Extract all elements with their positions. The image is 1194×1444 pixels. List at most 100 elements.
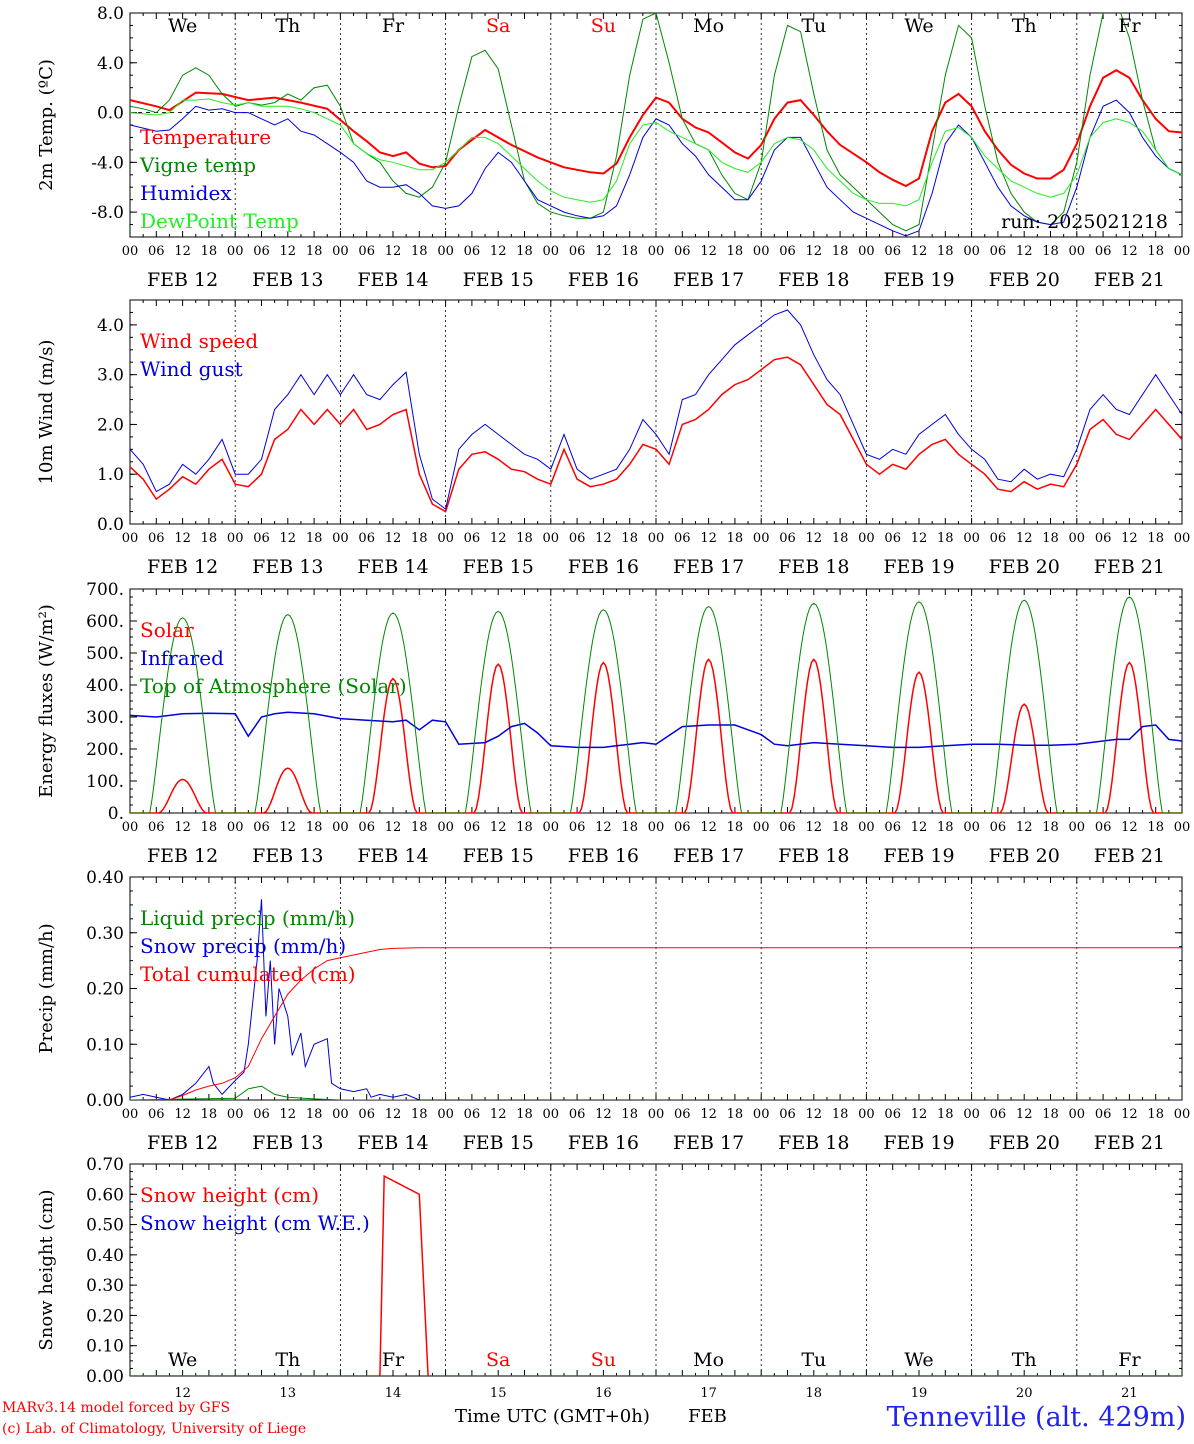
panel-energy: 700. 600. 500. 400. 300. 200. 100. 0. Energy flu… bbox=[36, 580, 1190, 867]
y-tick-label: 0.0 bbox=[97, 515, 124, 535]
hour-tick-label: 06 bbox=[148, 531, 165, 546]
date-label: FEB 19 bbox=[883, 269, 954, 291]
copyright-credit: (c) Lab. of Climatology, University of L… bbox=[2, 1421, 307, 1437]
hour-tick-label: 18 bbox=[621, 1107, 638, 1122]
date-label: FEB 15 bbox=[463, 845, 534, 867]
date-label: FEB 20 bbox=[989, 269, 1060, 291]
hour-tick-label: 06 bbox=[253, 244, 270, 259]
hour-tick-label: 12 bbox=[911, 1107, 928, 1122]
date-label: FEB 16 bbox=[568, 1132, 639, 1154]
y-tick-label: 0.10 bbox=[86, 1337, 124, 1357]
y-tick-label: 0.30 bbox=[86, 924, 124, 944]
month-label: FEB bbox=[688, 1406, 727, 1427]
hour-tick-label: 00 bbox=[1174, 244, 1191, 259]
hour-tick-label: 18 bbox=[516, 244, 533, 259]
date-label: FEB 13 bbox=[252, 269, 323, 291]
y-tick-label: 8.0 bbox=[97, 4, 124, 24]
y-tick-label: 0.00 bbox=[86, 1367, 124, 1387]
hour-tick-label: 18 bbox=[306, 820, 323, 835]
hour-tick-label: 18 bbox=[306, 244, 323, 259]
day-number-label: 17 bbox=[700, 1386, 717, 1401]
hour-tick-label: 18 bbox=[201, 531, 218, 546]
date-label: FEB 20 bbox=[989, 1132, 1060, 1154]
hour-tick-label: 00 bbox=[122, 1107, 139, 1122]
y-tick-label: -8.0 bbox=[91, 203, 124, 223]
legend-entry: Top of Atmosphere (Solar) bbox=[140, 674, 407, 698]
series-line-humidex bbox=[130, 99, 1182, 237]
date-label: FEB 19 bbox=[883, 556, 954, 578]
hour-tick-label: 12 bbox=[280, 1107, 297, 1122]
run-annotation: run: 2025021218 bbox=[1001, 211, 1168, 233]
hour-tick-label: 12 bbox=[1121, 820, 1138, 835]
hour-tick-label: 12 bbox=[385, 820, 402, 835]
panel-precip: 0.40 0.30 0.20 0.10 0.00 Precip (mm/h) Liquid … bbox=[36, 868, 1190, 1154]
hour-tick-label: 06 bbox=[569, 531, 586, 546]
hour-tick-label: 12 bbox=[806, 531, 823, 546]
date-label: FEB 21 bbox=[1094, 1132, 1165, 1154]
series-group bbox=[130, 13, 1182, 237]
series-line-solar bbox=[130, 658, 1182, 813]
weekday-label: We bbox=[904, 1349, 933, 1371]
hour-tick-label: 06 bbox=[358, 244, 375, 259]
hour-tick-label: 00 bbox=[332, 820, 349, 835]
hour-tick-label: 06 bbox=[253, 820, 270, 835]
y-tick-label: 600. bbox=[86, 612, 124, 632]
hour-tick-label: 12 bbox=[1016, 1107, 1033, 1122]
hour-tick-label: 12 bbox=[490, 244, 507, 259]
y-tick-label: 4.0 bbox=[97, 316, 124, 336]
hour-tick-label: 06 bbox=[358, 1107, 375, 1122]
hour-tick-label: 00 bbox=[332, 244, 349, 259]
hour-tick-label: 18 bbox=[727, 820, 744, 835]
hour-tick-label: 18 bbox=[832, 1107, 849, 1122]
hour-tick-label: 06 bbox=[464, 1107, 481, 1122]
hour-tick-label: 06 bbox=[464, 531, 481, 546]
hour-tick-label: 06 bbox=[779, 531, 796, 546]
y-tick-label: 0.60 bbox=[86, 1185, 124, 1205]
y-tick-label: 0.0 bbox=[97, 104, 124, 124]
hour-tick-label: 12 bbox=[595, 531, 612, 546]
weekday-label: Th bbox=[275, 1349, 300, 1371]
hour-tick-label: 06 bbox=[148, 820, 165, 835]
hour-tick-label: 00 bbox=[122, 244, 139, 259]
weekday-label: Tu bbox=[801, 1349, 826, 1371]
hour-tick-label: 18 bbox=[411, 531, 428, 546]
hour-tick-label: 06 bbox=[779, 1107, 796, 1122]
hour-tick-label: 12 bbox=[174, 820, 191, 835]
weekday-label: Fr bbox=[1118, 1349, 1141, 1371]
hour-tick-label: 00 bbox=[858, 244, 875, 259]
hour-tick-label: 18 bbox=[201, 820, 218, 835]
date-label: FEB 13 bbox=[252, 1132, 323, 1154]
legend-entry: Temperature bbox=[140, 125, 271, 149]
legend-entry: Vigne temp bbox=[139, 153, 256, 177]
hour-tick-label: 00 bbox=[753, 531, 770, 546]
weekday-label: Th bbox=[1012, 15, 1037, 37]
hour-tick-label: 00 bbox=[648, 244, 665, 259]
y-tick-label: 0.50 bbox=[86, 1216, 124, 1236]
y-tick-label: 200. bbox=[86, 740, 124, 760]
weekday-label: We bbox=[168, 1349, 197, 1371]
hour-tick-label: 18 bbox=[832, 531, 849, 546]
y-tick-label: -4.0 bbox=[91, 153, 124, 173]
series-line-top-of-atmosphere-solar- bbox=[130, 596, 1182, 813]
panel-wind: 4.0 3.0 2.0 1.0 0.0 10m Wind (m/s) Wind speed W… bbox=[36, 299, 1190, 578]
day-number-label: 19 bbox=[911, 1386, 928, 1401]
series-line-wind-speed bbox=[130, 356, 1182, 513]
hour-tick-label: 00 bbox=[648, 820, 665, 835]
y-tick-label: 0.70 bbox=[86, 1155, 124, 1175]
hour-tick-label: 06 bbox=[990, 244, 1007, 259]
hour-tick-label: 12 bbox=[595, 820, 612, 835]
hour-tick-label: 06 bbox=[674, 531, 691, 546]
hour-tick-label: 12 bbox=[806, 820, 823, 835]
y-axis-label: 10m Wind (m/s) bbox=[36, 340, 57, 485]
hour-tick-label: 00 bbox=[963, 1107, 980, 1122]
hour-tick-label: 18 bbox=[937, 1107, 954, 1122]
hour-tick-label: 00 bbox=[858, 1107, 875, 1122]
series-line-snow-height-cm- bbox=[130, 1174, 1182, 1376]
hour-tick-label: 06 bbox=[674, 1107, 691, 1122]
y-tick-label: 0.20 bbox=[86, 980, 124, 1000]
hour-tick-label: 12 bbox=[911, 244, 928, 259]
hour-tick-label: 18 bbox=[1042, 244, 1059, 259]
legend-entry: Wind speed bbox=[140, 329, 258, 353]
y-axis-label: Snow height (cm) bbox=[36, 1189, 57, 1350]
